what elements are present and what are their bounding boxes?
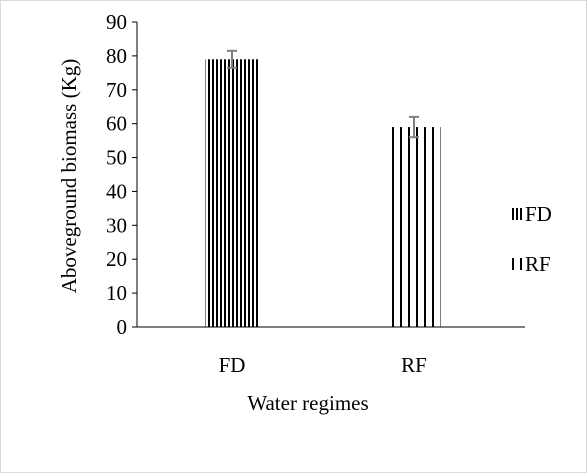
error-bar-rf (409, 115, 419, 139)
bar-fd (205, 59, 259, 328)
y-tick-label: 20 (106, 247, 127, 271)
y-tick-label: 70 (106, 78, 127, 102)
legend-label-fd: FD (525, 202, 552, 226)
y-tick-label: 90 (106, 10, 127, 34)
bar-rf (387, 127, 441, 327)
y-tick-label: 10 (106, 281, 127, 305)
y-tick-label: 60 (106, 112, 127, 136)
y-axis-ticks: 0 10 20 30 40 50 60 70 80 90 (106, 10, 137, 339)
y-tick-label: 30 (106, 213, 127, 237)
legend-label-rf: RF (525, 252, 551, 276)
bars-group (205, 59, 441, 328)
x-axis-title: Water regimes (247, 391, 368, 415)
x-tick-label-rf: RF (401, 353, 427, 377)
legend-swatch-rf (510, 258, 522, 270)
y-tick-label: 0 (117, 315, 128, 339)
y-axis-title: Aboveground biomass (Kg) (57, 59, 81, 293)
x-tick-label-fd: FD (219, 353, 246, 377)
error-bar-fd (227, 49, 237, 69)
legend-swatch-fd (510, 208, 522, 220)
y-tick-label: 80 (106, 44, 127, 68)
error-bars-group (227, 49, 419, 139)
legend: FD RF (510, 202, 552, 276)
y-tick-label: 40 (106, 179, 127, 203)
x-axis-labels: FD RF (219, 353, 427, 377)
y-tick-label: 50 (106, 146, 127, 170)
